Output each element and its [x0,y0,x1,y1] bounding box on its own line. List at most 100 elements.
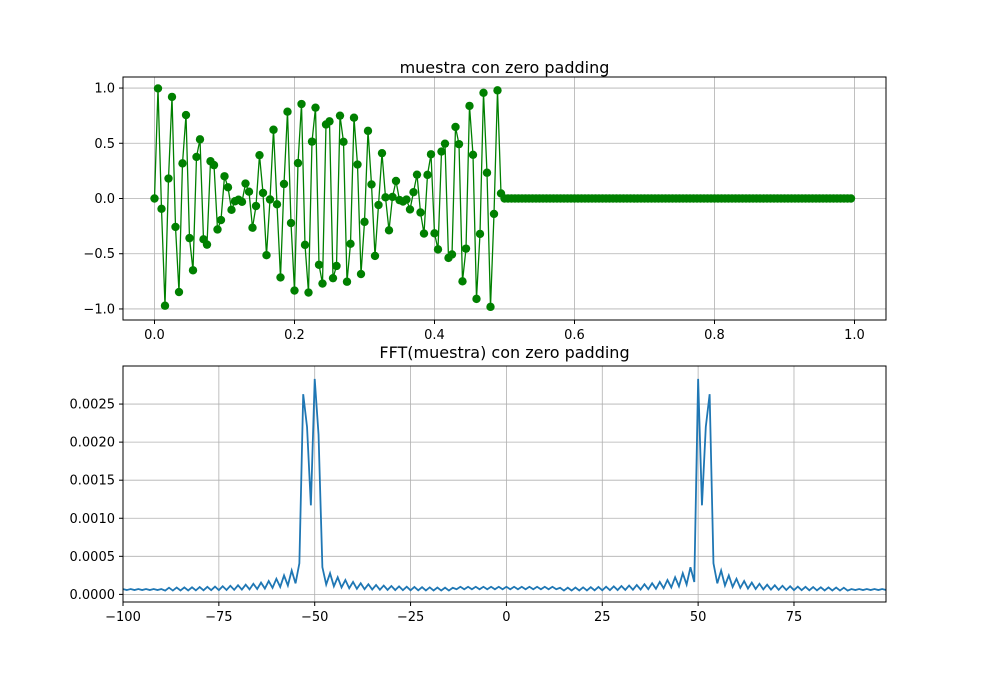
top-chart: 0.0 0.2 0.4 0.6 0.8 1.0 −1.0 −0.5 0.0 0.5 1.0 mues… [83,58,887,343]
top-series-point [293,158,303,168]
top-series-point [297,99,306,109]
top-series-point [283,107,292,116]
top-series-point [185,233,194,243]
top-chart-title: muestra con zero padding [400,58,610,77]
top-series-point [269,125,278,134]
top-ytick-label: 1.0 [94,82,115,97]
bottom-ytick-label: 0.0020 [70,436,116,451]
top-xtick-label: 0.4 [424,328,445,343]
top-series-point [307,137,317,146]
top-series-point [279,179,289,189]
top-series-point [461,244,471,253]
top-xtick-label: 0.0 [144,328,165,343]
bottom-xtick-label: −75 [205,610,232,625]
top-series-point [227,205,236,215]
bottom-xtick-label: −50 [301,610,328,625]
top-series-point [332,261,341,271]
bottom-xtick-label: 75 [786,610,803,625]
bottom-xtick-label: 0 [502,610,510,625]
top-ytick-label: −0.5 [83,247,115,262]
top-series-point [367,180,376,189]
bottom-ytick-label: 0.0000 [70,588,116,603]
bottom-xtick-label: 25 [594,610,611,625]
top-series-point [493,86,502,95]
top-series-point [325,117,334,126]
top-ytick-label: −1.0 [83,302,115,317]
top-series-point [381,193,390,202]
top-series-point [419,229,429,238]
top-series-point [430,229,439,238]
top-series-point [318,279,327,288]
top-series-point [276,273,285,282]
top-xtick-label: 0.2 [284,328,305,343]
top-ticks: 0.0 0.2 0.4 0.6 0.8 1.0 −1.0 −0.5 0.0 0.5 1.0 [83,82,864,343]
top-series-point [472,294,481,304]
top-series-point [290,286,299,295]
top-series-point [262,251,271,260]
top-series-point [304,288,313,297]
top-series-point [209,160,219,170]
top-series-point [349,113,359,122]
top-series-point [437,147,446,156]
top-series-point [328,273,338,283]
top-series-point [356,269,366,279]
top-series-point [479,88,488,97]
top-xtick-label: 0.6 [564,328,585,343]
top-series-point [468,150,478,160]
top-series-point [167,92,177,102]
top-series-point [363,126,373,136]
top-series-point [475,229,485,239]
top-series-point [272,200,282,209]
top-series-point [370,251,380,261]
top-series-point [409,187,418,197]
top-series-point [244,187,254,196]
top-series-point [178,159,187,168]
top-series-point [335,111,345,120]
bottom-xtick-label: 50 [690,610,707,625]
top-series-point [164,174,173,183]
top-series-point [402,195,411,204]
top-xtick-label: 0.8 [704,328,725,343]
top-series-point [353,160,362,169]
top-series-point [248,223,257,232]
top-series-point [454,139,464,149]
top-series-point [181,110,191,120]
top-series-point [150,194,159,203]
top-series-point [416,208,425,217]
top-series-point [265,195,275,204]
bottom-plot-frame [122,365,887,603]
top-series-point [339,137,348,147]
bottom-ticks: −100 −75 −50 −25 0 25 50 75 0.0000 0.0005 0.0010 0.… [70,398,803,625]
top-series [150,84,856,312]
top-series-point [160,301,170,310]
top-series-point [223,183,233,192]
top-series-point [255,150,264,160]
top-series-point [216,215,226,225]
top-series-point [342,277,352,286]
top-series-point [489,209,499,219]
bottom-chart-title: FFT(muestra) con zero padding [379,343,629,362]
top-series-point [258,188,268,198]
top-series-point [447,250,457,259]
top-series-point [157,204,166,214]
bottom-ytick-label: 0.0010 [70,512,116,527]
top-series-point [346,239,355,248]
bottom-series-line [122,378,887,592]
top-series-point [388,192,397,202]
top-series-point [314,260,324,269]
top-series-point [188,266,198,275]
bottom-ytick-label: 0.0015 [70,474,116,489]
top-ytick-label: 0.5 [94,137,115,152]
top-series-point [377,148,387,158]
top-series-point [433,245,443,254]
top-xtick-label: 1.0 [844,328,865,343]
top-plot-frame [122,76,887,321]
bottom-series [122,378,887,592]
top-ytick-label: 0.0 [94,192,115,207]
top-series-point [174,287,184,297]
top-series-point [405,205,415,214]
top-series-point [192,152,201,162]
top-series-point [195,135,205,144]
